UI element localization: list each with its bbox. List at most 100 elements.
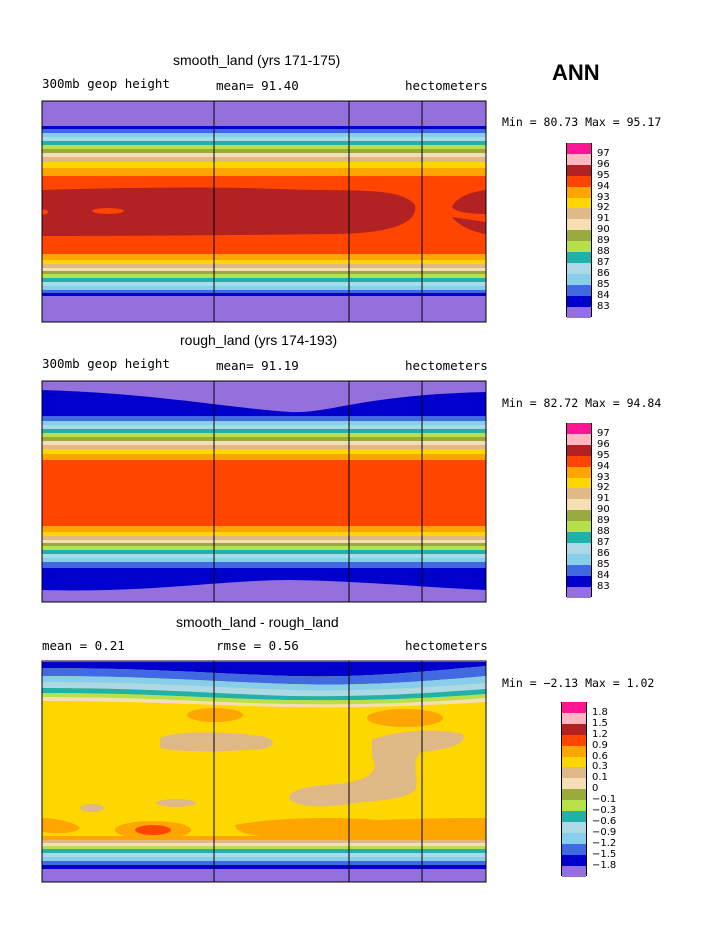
colorbar-level-label: 84 [597,569,610,581]
colorbar-level-label: −1.8 [592,859,617,871]
colorbar-swatch [567,273,591,286]
colorbar-swatch [562,854,586,866]
panel2-mean-label: mean= 91.19 [216,358,299,373]
panel2-minmax: Min = 82.72 Max = 94.84 [502,396,662,410]
colorbar-swatch [567,208,591,220]
colorbar-swatch [567,521,591,533]
colorbar-swatch [562,745,586,757]
colorbar-swatch [567,295,591,307]
colorbar-level-label: −1.5 [592,848,617,860]
colorbar-level-label: 94 [597,460,610,472]
colorbar-swatch [562,789,586,801]
colorbar-swatch [562,756,586,768]
colorbar-swatch [567,455,591,468]
colorbar-level-label: 83 [597,300,610,312]
colorbar-level-label: 92 [597,202,610,214]
colorbar-swatch [567,466,591,478]
panel3-units-label: hectometers [405,638,488,653]
colorbar-swatch [567,488,591,500]
colorbar-swatch [567,284,591,297]
colorbar-swatch [567,175,591,188]
colorbar-level-label: 94 [597,180,610,192]
colorbar-swatch [567,564,591,577]
colorbar-level-label: −1.2 [592,837,617,849]
panel1-mean-label: mean= 91.40 [216,78,299,93]
panel3-map [42,661,486,882]
colorbar-level-label: −0.1 [592,794,617,806]
colorbar-swatch [562,723,586,736]
colorbar-level-label: 1.8 [592,706,608,718]
panel1-units-label: hectometers [405,78,488,93]
colorbar-swatch [562,865,586,877]
colorbar-level-label: 84 [597,289,610,301]
colorbar-swatch [562,821,586,834]
colorbar-level-label: 87 [597,536,610,548]
colorbar-level-label: 91 [597,213,610,225]
colorbar-level-label: 0.6 [592,750,608,762]
colorbar-level-label: 90 [597,504,610,516]
colorbar-swatch [567,241,591,253]
colorbar-level-label: 95 [597,169,610,181]
panel1-minmax: Min = 80.73 Max = 95.17 [502,115,662,129]
colorbar-level-label: 96 [597,438,610,450]
colorbar-level-label: 86 [597,547,610,559]
colorbar-level-label: −0.3 [592,805,617,816]
colorbar-swatch [567,553,591,566]
colorbar-level-label: −0.6 [592,815,617,827]
panel2-units-label: hectometers [405,358,488,373]
colorbar-swatch [567,262,591,275]
colorbar-swatch [567,153,591,166]
colorbar-swatch [567,477,591,489]
colorbar-swatch [567,164,591,177]
colorbar-swatch [562,767,586,779]
colorbar-swatch [562,843,586,856]
colorbar-level-label: 87 [597,256,610,268]
panel2-map [42,381,486,602]
colorbar-level-label: 89 [597,515,610,527]
panel1-title: smooth_land (yrs 171-175) [173,52,341,68]
colorbar-swatch [567,510,591,522]
colorbar-level-label: 0.1 [592,772,608,784]
colorbar-level-label: 0.3 [592,761,608,773]
colorbar-level-label: −0.9 [592,826,617,838]
colorbar-swatch [567,444,591,457]
panel3-title: smooth_land - rough_land [176,614,339,630]
colorbar-level-label: 88 [597,526,610,537]
colorbar-level-label: 86 [597,267,610,279]
colorbar-level-label: 88 [597,246,610,257]
colorbar-swatch [567,575,591,587]
colorbar-swatch [567,586,591,598]
colorbar-level-label: 85 [597,558,610,570]
colorbar-swatch [567,230,591,242]
colorbar-swatch [567,433,591,446]
panel1-map [42,101,486,322]
colorbar-swatch [567,423,591,435]
colorbar-swatch [567,219,591,231]
colorbar-swatch [562,702,586,714]
season-label: ANN [552,60,600,85]
panel2-left-label: 300mb geop height [42,356,170,371]
colorbar-swatch [562,778,586,790]
colorbar-level-label: 0.9 [592,739,608,751]
colorbar-level-label: 83 [597,580,610,592]
panel3-mean-label: mean = 0.21 [42,638,125,653]
colorbar-level-label: 90 [597,224,610,236]
colorbar-swatch [567,306,591,318]
panel2-title: rough_land (yrs 174-193) [180,332,338,348]
colorbar-swatch [567,186,591,198]
colorbar-box [561,702,587,877]
colorbar-level-label: 1.5 [592,717,608,729]
colorbar-level-label: 93 [597,471,610,483]
colorbar-level-label: 95 [597,449,610,461]
colorbar-swatch [567,499,591,511]
colorbar-level-label: 97 [597,147,610,159]
colorbar-swatch [567,542,591,555]
colorbar-level-label: 0 [592,783,599,795]
panel3-rmse-label: rmse = 0.56 [216,638,299,653]
colorbar-level-label: 92 [597,482,610,494]
colorbar-swatch [567,252,591,264]
colorbar-swatch [562,811,586,823]
colorbar-box [566,423,592,598]
colorbar-level-label: 1.2 [592,728,608,740]
